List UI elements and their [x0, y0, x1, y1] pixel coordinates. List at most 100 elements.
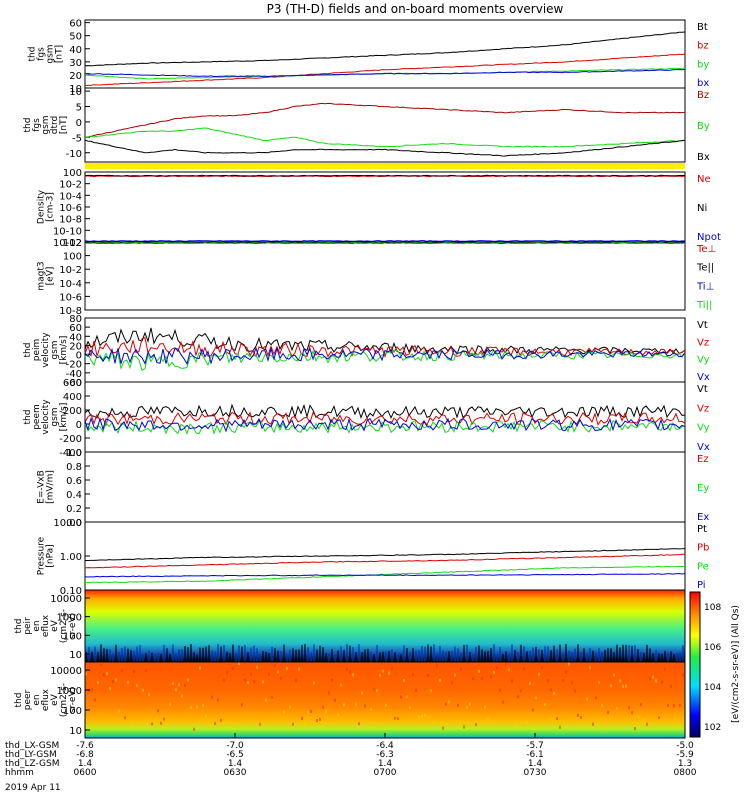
y-axis-label: fgs [32, 118, 42, 132]
y-axis-label: velocity [41, 332, 51, 368]
y-axis-label: gsm [41, 115, 51, 134]
spectrogram-texture [439, 679, 441, 683]
spectrogram-texture [130, 722, 132, 726]
y-tick-label: 0 [76, 118, 82, 129]
spectrogram-texture [394, 652, 396, 662]
spectrogram-texture [415, 650, 417, 662]
spectrogram-texture [178, 683, 180, 687]
spectrogram-texture [601, 651, 603, 662]
spectrogram-texture [340, 683, 342, 687]
spectrogram-texture [433, 644, 435, 662]
y-axis-label: thd [28, 47, 38, 62]
spectrogram-texture [658, 653, 660, 662]
spectrogram-texture [409, 706, 411, 710]
y-axis-label: en [32, 694, 42, 705]
spectrogram-texture [448, 700, 450, 704]
y-tick-label: 10 [69, 650, 82, 661]
spectrogram-texture [541, 650, 543, 662]
spectrogram-texture [364, 649, 366, 662]
spectrogram-texture [307, 710, 309, 714]
spectrogram-texture [142, 688, 144, 692]
spectrogram-texture [619, 679, 621, 683]
panel-frame [84, 171, 686, 243]
spectrogram-texture [382, 651, 384, 662]
spectrogram-texture [514, 650, 516, 662]
legend-Vz: Vz [697, 337, 709, 348]
axis-row-value: -7.6 [76, 741, 94, 751]
y-tick-label: -10 [66, 149, 82, 160]
spectrogram-texture [568, 651, 570, 662]
y-tick-label: 10 [69, 84, 82, 95]
spectrogram-texture [256, 665, 258, 669]
spectrogram-texture [217, 698, 219, 702]
spectrogram-texture [397, 654, 399, 662]
y-tick-label: 1.00 [60, 552, 82, 563]
legend-Pb: Pb [697, 543, 709, 554]
legend-Ez: Ez [697, 454, 709, 465]
spectrogram-texture [361, 691, 363, 695]
y-tick-label: 100 [63, 252, 82, 263]
spectrogram-texture [562, 652, 564, 662]
axis-row-value: -6.5 [226, 750, 244, 760]
y-axis-label: magt3 [37, 261, 47, 290]
spectrogram-texture [151, 652, 153, 662]
spectrogram-texture [199, 666, 201, 670]
y-tick-label: 400 [63, 392, 82, 403]
date-label: 2019 Apr 11 [5, 783, 61, 793]
spectrogram-texture [247, 652, 249, 662]
spectrogram-texture [205, 714, 207, 718]
legend-Vy: Vy [697, 423, 710, 434]
series-line-Ti|| [84, 242, 685, 244]
spectrogram-texture [676, 652, 678, 662]
spectrogram-texture [139, 724, 141, 728]
panel-9: 10 100 1000 10000 thd peir en eflux eV (cm2-s-sr-… [14, 589, 686, 663]
bottom-axis-labels: thd_LX-GSM -7.6 -7.0 -6.4 -5.7 -5.0 thd_LY-GSM… [5, 733, 697, 793]
spectrogram-texture [226, 651, 228, 662]
panel-4: 10-8 10-6 10-4 10-2 100 102 magt3 [eV] Te⊥ Te|| Ti… [37, 238, 717, 317]
quality-flag-bar [85, 163, 685, 169]
y-axis-label: sr-eV) [68, 687, 78, 713]
legend-Pt: Pt [697, 524, 707, 535]
series-line-Vy [84, 349, 686, 372]
y-axis-label: gsm [46, 44, 56, 63]
series-line-Vx [84, 346, 686, 366]
spectrogram-texture [319, 717, 321, 721]
spectrogram-texture [526, 651, 528, 662]
y-tick-label: 10-10 [53, 226, 82, 237]
legend-Ni: Ni [697, 203, 707, 214]
y-tick-label: 10-4 [59, 279, 82, 290]
spectrogram-texture [271, 646, 273, 662]
spectrogram-texture [262, 651, 264, 662]
spectrogram-texture [493, 644, 495, 662]
spectrogram-texture [451, 651, 453, 662]
legend-Vx: Vx [697, 442, 710, 453]
spectrogram-texture [469, 651, 471, 662]
spectrogram-texture [367, 722, 369, 726]
spectrogram-texture [187, 678, 189, 682]
spectrogram-texture [280, 651, 282, 662]
axis-row-name: thd_LZ-GSM [5, 759, 60, 769]
spectrogram-texture [358, 644, 360, 662]
spectrogram-texture [673, 704, 675, 708]
series-line-Pi [84, 572, 686, 578]
spectrogram-electron [85, 662, 685, 738]
spectrogram-texture [250, 647, 252, 662]
y-tick-label: 20 [69, 341, 82, 352]
series-line-Vy [84, 419, 686, 435]
spectrogram-texture [463, 725, 465, 729]
y-tick-label: 0.8 [66, 462, 82, 473]
spectrogram-texture [439, 645, 441, 662]
spectrogram-texture [241, 703, 243, 707]
axis-row-name: hhmm [5, 768, 34, 778]
spectrogram-texture [505, 662, 507, 666]
spectrogram-texture [619, 647, 621, 662]
spectrogram-texture [172, 682, 174, 686]
legend-Vx: Vx [697, 372, 710, 383]
axis-row-value: 1.4 [528, 759, 543, 769]
spectrogram-texture [238, 645, 240, 662]
y-axis-label: thd [14, 619, 24, 634]
spectrogram-texture [313, 681, 315, 685]
spectrogram-texture [148, 650, 150, 662]
spectrogram-texture [637, 649, 639, 662]
spectrogram-texture [277, 650, 279, 662]
